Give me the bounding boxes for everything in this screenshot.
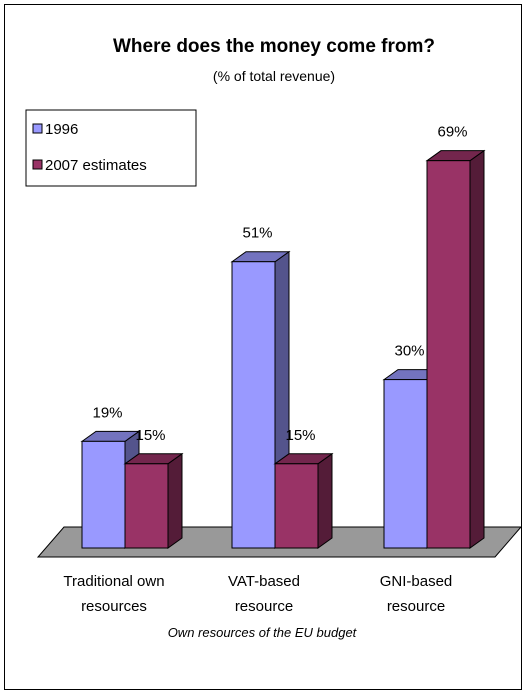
bar-front [383,379,428,549]
data-label-vat-1996: 51% [242,225,272,242]
data-label-vat-2007: 15% [285,427,315,444]
chart-title: Where does the money come from? [113,36,435,57]
bar-traditional-2007 [123,452,184,549]
category-label-traditional-line-2: resources [81,598,147,615]
category-labels: Traditional own resources VAT-based reso… [63,573,452,615]
bar-vat-2007 [273,452,334,549]
x-axis-caption: Own resources of the EU budget [168,625,358,640]
bar-front [426,160,471,549]
category-label-vat-line-1: VAT-based [228,573,300,590]
legend-label-2007: 2007 estimates [45,157,147,174]
bar-front [81,440,126,549]
chart-subtitle: (% of total revenue) [213,68,335,84]
category-label-gni-line-1: GNI-based [380,573,453,590]
legend-swatch-2007 [32,159,43,170]
category-label-gni-line-2: resource [387,598,445,615]
data-label-gni-2007: 69% [437,124,467,141]
bar-front [124,463,169,549]
bar-gni-2007 [425,149,486,549]
bar-side [317,452,333,549]
legend-label-1996: 1996 [45,121,78,138]
data-label-traditional-1996: 19% [92,404,122,421]
category-label-traditional-line-1: Traditional own [63,573,164,590]
legend-box [25,109,197,187]
legend: 1996 2007 estimates [25,109,197,187]
data-label-traditional-2007: 15% [135,427,165,444]
legend-swatch-1996 [32,123,43,134]
bar-side [469,149,485,549]
data-label-gni-1996: 30% [394,343,424,360]
category-label-vat-line-2: resource [235,598,293,615]
bar-front [231,261,276,549]
bar-front [274,463,319,549]
bar-side [167,452,183,549]
